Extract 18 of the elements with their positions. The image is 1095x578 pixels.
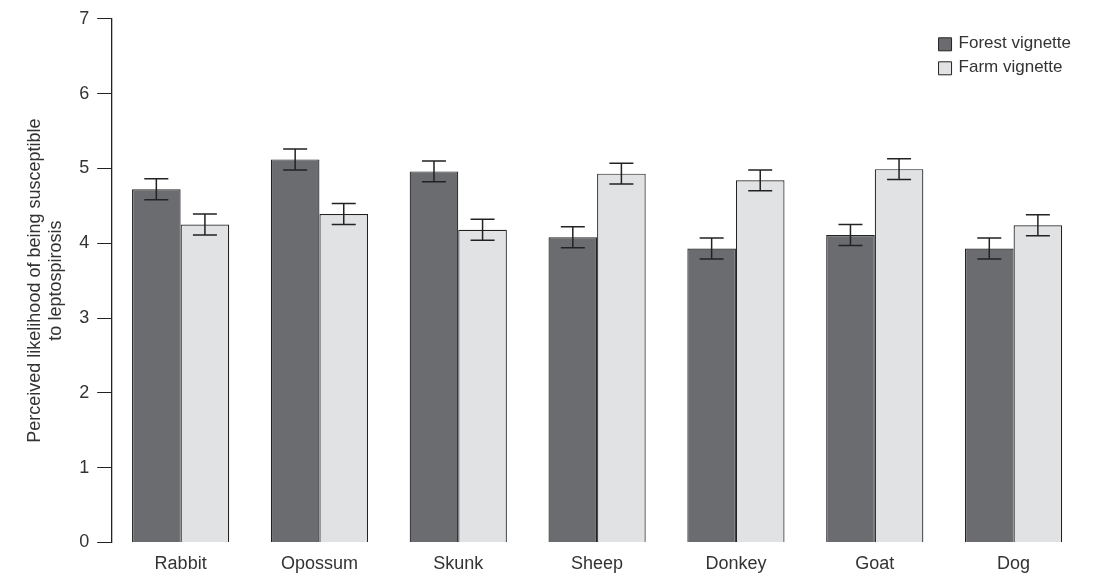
y-axis-title: Perceived likelihood of being susceptible to leptospirosis	[23, 118, 66, 443]
y-tick-label: 2	[79, 381, 90, 402]
x-tick-label: Rabbit	[154, 553, 207, 574]
x-tick-label: Dog	[997, 553, 1031, 574]
x-tick-label: Sheep	[571, 553, 624, 574]
y-tick-label: 4	[79, 232, 90, 253]
y-tick-label: 5	[79, 157, 90, 178]
x-tick-label: Goat	[855, 553, 895, 574]
x-tick-label: Skunk	[433, 553, 485, 574]
legend-label: Farm vignette	[958, 57, 1063, 77]
y-tick-label: 7	[79, 7, 90, 28]
x-tick-label: Opossum	[280, 553, 358, 574]
y-tick-label: 1	[79, 456, 90, 477]
y-tick-label: 3	[79, 306, 90, 327]
y-tick-label: 0	[79, 531, 90, 552]
y-tick-label: 6	[79, 82, 90, 103]
x-tick-label: Donkey	[705, 553, 767, 574]
legend-label: Forest vignette	[958, 33, 1072, 53]
